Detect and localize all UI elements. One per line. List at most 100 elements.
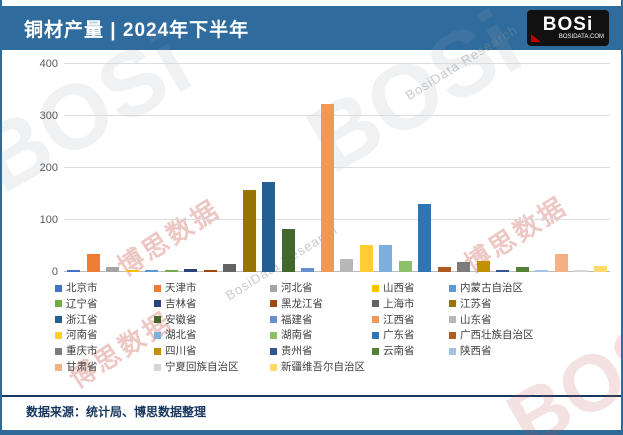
y-axis-tick-label: 0 xyxy=(51,266,58,278)
legend-swatch-icon xyxy=(449,347,456,355)
legend-item-吉林省: 吉林省 xyxy=(154,297,197,311)
legend-label: 甘肃省 xyxy=(66,361,98,373)
legend-swatch-icon xyxy=(270,363,277,371)
header-bar: 铜材产量 | 2024年下半年 BOSi BOSIDATA.COM xyxy=(2,6,621,50)
legend-swatch-icon xyxy=(154,331,161,339)
legend-swatch-icon xyxy=(55,284,62,292)
legend-item-江西省: 江西省 xyxy=(372,313,415,327)
y-axis-tick-label: 400 xyxy=(39,58,58,70)
bar-湖北省 xyxy=(379,245,393,272)
bar-北京市 xyxy=(67,270,81,272)
legend-item-黑龙江省: 黑龙江省 xyxy=(270,297,323,311)
legend-label: 湖北省 xyxy=(165,329,197,342)
legend-swatch-icon xyxy=(270,284,277,292)
data-source-note: 数据来源：统计局、博思数据整理 xyxy=(26,405,207,419)
bar-山东省 xyxy=(340,259,354,272)
logo-slash-icon xyxy=(531,34,541,42)
legend-label: 福建省 xyxy=(281,313,313,326)
legend-swatch-icon xyxy=(55,363,62,371)
legend-swatch-icon xyxy=(449,300,456,308)
legend-item-云南省: 云南省 xyxy=(372,344,415,358)
y-axis-tick-label: 300 xyxy=(39,110,58,122)
legend-item-河北省: 河北省 xyxy=(270,281,313,295)
legend-label: 广东省 xyxy=(383,329,415,342)
legend-item-山西省: 山西省 xyxy=(372,281,415,295)
bar-辽宁省 xyxy=(164,270,178,272)
bar-广东省 xyxy=(418,203,432,272)
legend-label: 宁夏回族自治区 xyxy=(165,361,239,373)
legend-swatch-icon xyxy=(154,347,161,355)
bar-新疆维吾尔自治区 xyxy=(593,265,607,272)
legend-swatch-icon xyxy=(55,316,62,324)
legend-swatch-icon xyxy=(372,300,379,308)
legend-item-福建省: 福建省 xyxy=(270,313,313,327)
legend-label: 黑龙江省 xyxy=(281,297,323,310)
bar-四川省 xyxy=(476,260,490,272)
legend-item-山东省: 山东省 xyxy=(449,313,492,327)
legend-label: 天津市 xyxy=(165,282,197,294)
legend-label: 贵州省 xyxy=(281,345,313,358)
legend-label: 湖南省 xyxy=(281,329,313,342)
legend-swatch-icon xyxy=(270,300,277,308)
legend-label: 河南省 xyxy=(66,329,98,342)
bar-贵州省 xyxy=(496,270,510,272)
legend-item-广东省: 广东省 xyxy=(372,328,415,342)
bosi-logo: BOSi BOSIDATA.COM xyxy=(527,10,609,46)
legend-swatch-icon xyxy=(55,347,62,355)
bar-宁夏回族自治区 xyxy=(574,270,588,272)
legend-label: 云南省 xyxy=(383,345,415,358)
legend-item-内蒙古自治区: 内蒙古自治区 xyxy=(449,281,523,295)
legend-label: 四川省 xyxy=(165,345,197,358)
legend-label: 内蒙古自治区 xyxy=(460,282,523,294)
bar-内蒙古自治区 xyxy=(145,270,159,272)
legend-swatch-icon xyxy=(55,300,62,308)
gridline xyxy=(64,219,610,220)
bar-广西壮族自治区 xyxy=(437,266,451,272)
logo-domain: BOSIDATA.COM xyxy=(558,33,604,40)
legend-swatch-icon xyxy=(154,284,161,292)
legend-label: 新疆维吾尔自治区 xyxy=(281,361,365,373)
legend-swatch-icon xyxy=(270,331,277,339)
legend-item-宁夏回族自治区: 宁夏回族自治区 xyxy=(154,360,239,374)
legend-label: 上海市 xyxy=(383,297,415,310)
legend-label: 吉林省 xyxy=(165,297,197,310)
bar-吉林省 xyxy=(184,268,198,272)
bar-山西省 xyxy=(125,269,139,272)
chart-legend: 北京市 天津市 河北省 山西省 内蒙古自治区 辽宁省 吉林省 黑龙江省 上海市 江苏省 浙江省 安徽省… xyxy=(2,281,621,381)
bar-湖南省 xyxy=(398,261,412,272)
bar-安徽省 xyxy=(281,229,295,272)
legend-swatch-icon xyxy=(154,316,161,324)
bar-江西省 xyxy=(320,104,334,272)
gridline xyxy=(64,63,610,64)
legend-item-北京市: 北京市 xyxy=(55,281,98,295)
legend-swatch-icon xyxy=(449,331,456,339)
legend-swatch-icon xyxy=(372,284,379,292)
legend-item-浙江省: 浙江省 xyxy=(55,313,98,327)
legend-swatch-icon xyxy=(449,284,456,292)
legend-swatch-icon xyxy=(270,347,277,355)
legend-item-重庆市: 重庆市 xyxy=(55,344,98,358)
bar-江苏省 xyxy=(242,189,256,272)
legend-swatch-icon xyxy=(372,316,379,324)
bar-天津市 xyxy=(86,254,100,272)
legend-label: 安徽省 xyxy=(165,313,197,326)
legend-item-湖北省: 湖北省 xyxy=(154,328,197,342)
legend-item-广西壮族自治区: 广西壮族自治区 xyxy=(449,328,534,342)
legend-item-甘肃省: 甘肃省 xyxy=(55,360,98,374)
legend-item-上海市: 上海市 xyxy=(372,297,415,311)
gridline xyxy=(64,167,610,168)
y-axis: 0 100 200 300 400 xyxy=(20,58,58,278)
legend-swatch-icon xyxy=(372,331,379,339)
bottom-border-strip xyxy=(2,430,621,435)
legend-label: 浙江省 xyxy=(66,313,98,326)
bar-云南省 xyxy=(515,266,529,272)
legend-label: 广西壮族自治区 xyxy=(460,329,534,342)
bar-上海市 xyxy=(223,263,237,272)
page-title: 铜材产量 | 2024年下半年 xyxy=(24,19,250,41)
legend-label: 陕西省 xyxy=(460,345,492,358)
legend-item-湖南省: 湖南省 xyxy=(270,328,313,342)
bar-陕西省 xyxy=(535,270,549,272)
logo-text: BOSi xyxy=(542,13,594,35)
legend-label: 河北省 xyxy=(281,282,313,294)
